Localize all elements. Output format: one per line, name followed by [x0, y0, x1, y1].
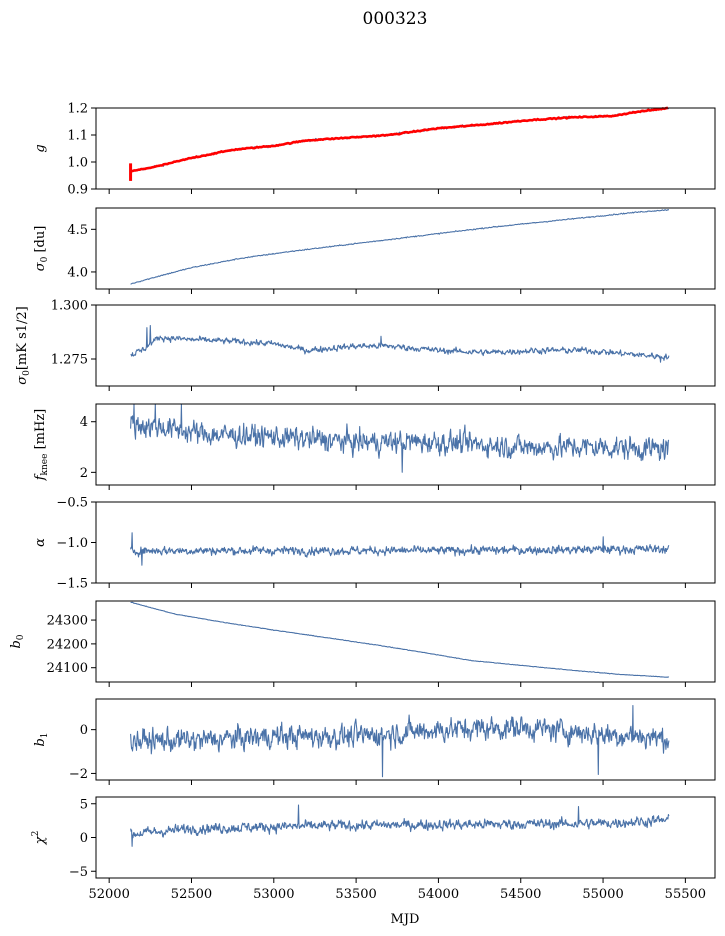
panel-frame	[95, 107, 716, 190]
y-axis-label-1: g	[33, 144, 48, 152]
y-tick-label: 4.0	[67, 265, 88, 280]
y-tick-label: 1.1	[67, 129, 88, 144]
y-tick-label: −0.5	[56, 496, 88, 511]
y-tick-label: −5	[69, 865, 88, 880]
series-line-3	[130, 324, 670, 363]
panel-3: 1.275 1.300 σ0[mK s1/2]	[15, 299, 716, 391]
panel-frame	[95, 501, 716, 584]
panel-frame	[95, 796, 716, 879]
y-tick-label: 1.300	[51, 299, 88, 314]
panel-frame	[95, 207, 716, 290]
panel-frame	[95, 403, 716, 486]
x-tick-label: 54500	[500, 887, 541, 902]
y-tick-label: 24200	[47, 637, 88, 652]
series-line-2	[130, 209, 670, 285]
panels: 0.9 1.0 1.1 1.2 g 4.0 4.5 σ0 [du] 1.275 1.300 σ0[m…	[9, 102, 716, 902]
x-tick-label: 54000	[418, 887, 459, 902]
y-axis-label-8: χ2	[31, 831, 48, 846]
y-axis-label-7: b1	[33, 732, 50, 746]
x-tick-label: 52500	[171, 887, 212, 902]
panel-6: 24100 24200 24300 b0	[9, 600, 716, 687]
y-tick-label: 2	[80, 466, 88, 481]
y-tick-label: −1.5	[56, 577, 88, 592]
series-line-4	[130, 403, 670, 473]
y-tick-label: 4	[80, 415, 88, 430]
y-tick-label: 24100	[47, 661, 88, 676]
y-tick-label: 0	[80, 831, 88, 846]
x-tick-label: 52000	[88, 887, 129, 902]
series-line-8	[130, 804, 670, 847]
panel-2: 4.0 4.5 σ0 [du]	[33, 207, 716, 294]
y-tick-label: 5	[80, 797, 88, 812]
x-tick-label: 55000	[582, 887, 623, 902]
y-tick-label: 0	[80, 723, 88, 738]
y-tick-label: −2	[69, 767, 88, 782]
panel-frame	[95, 698, 716, 781]
y-tick-label: 0.9	[67, 183, 88, 198]
panel-4: 2 4 fknee [mHz]	[33, 403, 716, 490]
y-axis-label-5: α	[33, 538, 48, 547]
y-tick-label: 1.275	[51, 353, 88, 368]
y-axis-label-3: σ0[mK s1/2]	[15, 306, 32, 385]
series-line-6	[130, 601, 670, 678]
x-axis-label: MJD	[391, 912, 420, 927]
figure-title: 000323	[363, 9, 428, 29]
y-axis-label-6: b0	[9, 634, 26, 648]
y-tick-label: 1.0	[67, 156, 88, 171]
y-tick-label: 24300	[47, 614, 88, 629]
y-axis-label-2: σ0 [du]	[33, 226, 50, 272]
panel-8: 52000 52500 53000 53500 54000 54500 55000 55500…	[31, 796, 716, 902]
y-tick-label: −1.0	[56, 536, 88, 551]
y-axis-label-4: fknee [mHz]	[33, 409, 50, 482]
x-tick-label: 53000	[253, 887, 294, 902]
fit-line	[130, 106, 668, 173]
panel-7: −2 0 b1	[33, 698, 716, 785]
series-line-5	[130, 532, 670, 566]
panel-frame	[95, 600, 716, 683]
panel-5: −1.5 −1.0 −0.5 α	[33, 496, 716, 592]
x-tick-label: 55500	[665, 887, 706, 902]
series-line-7	[130, 705, 670, 778]
panel-frame	[95, 304, 716, 387]
x-tick-label: 53500	[335, 887, 376, 902]
y-tick-label: 4.5	[67, 223, 88, 238]
y-tick-label: 1.2	[67, 102, 88, 117]
panel-1: 0.9 1.0 1.1 1.2 g	[33, 102, 716, 198]
